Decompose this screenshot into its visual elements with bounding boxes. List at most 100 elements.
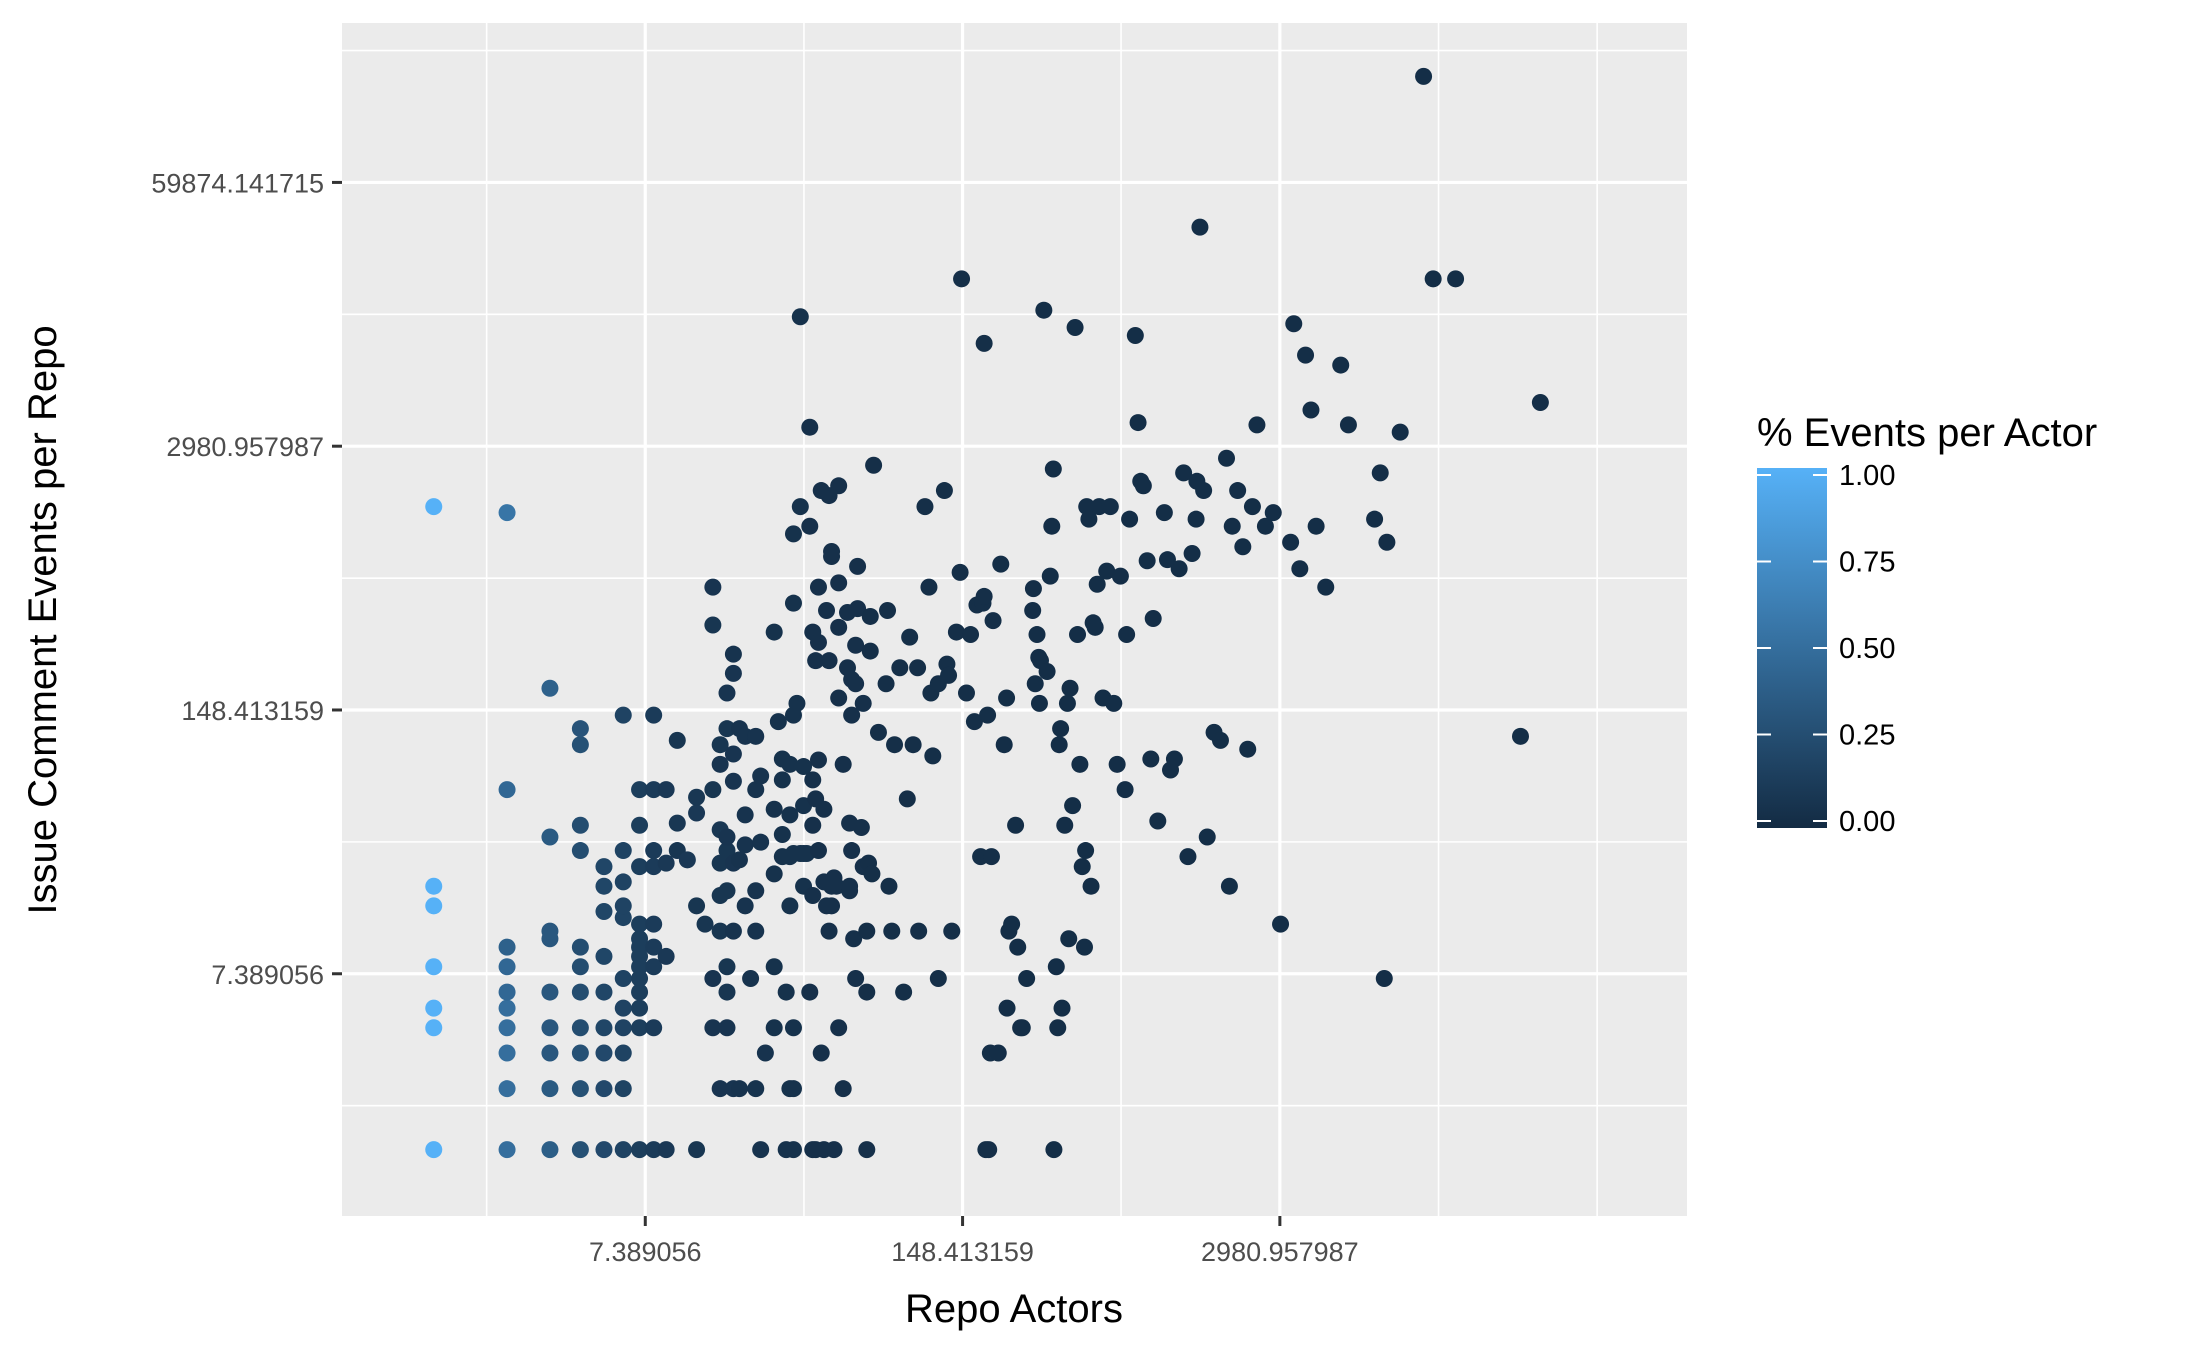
data-point: [631, 1019, 649, 1037]
data-point: [668, 814, 686, 832]
data-point: [804, 886, 822, 904]
data-point: [1061, 679, 1079, 697]
data-point: [631, 970, 649, 988]
data-point: [1050, 736, 1068, 754]
data-point: [1028, 626, 1046, 644]
legend-tick-label: 0.75: [1839, 547, 1895, 579]
data-point: [1187, 510, 1205, 528]
data-point: [1234, 538, 1252, 556]
data-point: [1256, 517, 1274, 535]
data-point: [1035, 301, 1053, 319]
data-point: [962, 626, 980, 644]
data-point: [788, 694, 806, 712]
data-point: [809, 633, 827, 651]
data-point: [595, 1080, 613, 1098]
x-tick-label: 148.413159: [891, 1237, 1034, 1267]
data-point: [1118, 626, 1136, 644]
data-point: [998, 689, 1016, 707]
data-point: [886, 736, 904, 754]
data-point: [998, 999, 1016, 1017]
data-point: [571, 938, 589, 956]
data-point: [801, 418, 819, 436]
data-point: [1024, 580, 1042, 598]
data-point: [1138, 552, 1156, 570]
data-point: [1018, 970, 1036, 988]
data-point: [834, 755, 852, 773]
data-point: [880, 877, 898, 895]
data-point: [595, 858, 613, 876]
data-point: [995, 736, 1013, 754]
data-point: [815, 800, 833, 818]
data-point: [541, 828, 559, 846]
data-point: [979, 706, 997, 724]
data-point: [1144, 610, 1162, 628]
data-point: [801, 983, 819, 1001]
data-point: [1030, 694, 1048, 712]
data-point: [498, 504, 516, 522]
data-point: [1073, 858, 1091, 876]
data-point: [718, 983, 736, 1001]
data-point: [823, 543, 841, 561]
data-point: [781, 755, 799, 773]
data-point: [595, 877, 613, 895]
data-point: [742, 970, 760, 988]
data-point: [1052, 720, 1070, 738]
data-point: [595, 1044, 613, 1062]
data-point: [830, 574, 848, 592]
data-point: [1045, 1141, 1063, 1159]
data-point: [1041, 567, 1059, 585]
data-point: [1013, 1019, 1031, 1037]
data-point: [541, 1019, 559, 1037]
data-point: [711, 736, 729, 754]
data-point: [498, 1044, 516, 1062]
data-point: [1098, 562, 1116, 580]
data-point: [498, 983, 516, 1001]
data-point: [747, 781, 765, 799]
data-point: [1155, 504, 1173, 522]
y-tick-label: 2980.957987: [166, 432, 324, 462]
data-point: [765, 1019, 783, 1037]
data-point: [696, 915, 714, 933]
data-point: [1371, 464, 1389, 482]
data-point: [724, 664, 742, 682]
legend-ticks: 1.00 0.75 0.50 0.25 0.00: [1757, 460, 1895, 838]
data-point: [858, 983, 876, 1001]
major-grid-lines: [342, 23, 1687, 1216]
data-point: [688, 804, 706, 822]
data-point: [765, 800, 783, 818]
data-point: [820, 922, 838, 940]
data-point: [1056, 816, 1074, 834]
data-point: [901, 628, 919, 646]
data-point: [571, 1141, 589, 1159]
data-point: [657, 781, 675, 799]
data-point: [1243, 498, 1261, 516]
data-point: [883, 922, 901, 940]
data-point: [1239, 740, 1257, 758]
data-point: [752, 1141, 770, 1159]
data-point: [595, 903, 613, 921]
data-point: [498, 1080, 516, 1098]
data-point: [1149, 812, 1167, 830]
data-point: [791, 498, 809, 516]
data-point: [1003, 915, 1021, 933]
data-point: [947, 623, 965, 641]
data-point: [830, 689, 848, 707]
data-point: [773, 771, 791, 789]
data-point: [614, 897, 632, 915]
data-point: [425, 897, 443, 915]
data-point: [498, 1019, 516, 1037]
data-point: [614, 873, 632, 891]
data-point: [595, 947, 613, 965]
data-point: [752, 767, 770, 785]
data-point: [718, 828, 736, 846]
data-point: [718, 882, 736, 900]
data-point: [982, 848, 1000, 866]
data-point: [718, 842, 736, 860]
data-point: [425, 958, 443, 976]
data-point: [1044, 460, 1062, 478]
data-point: [1307, 517, 1325, 535]
data-point: [631, 999, 649, 1017]
data-point: [980, 1141, 998, 1159]
data-point: [820, 652, 838, 670]
